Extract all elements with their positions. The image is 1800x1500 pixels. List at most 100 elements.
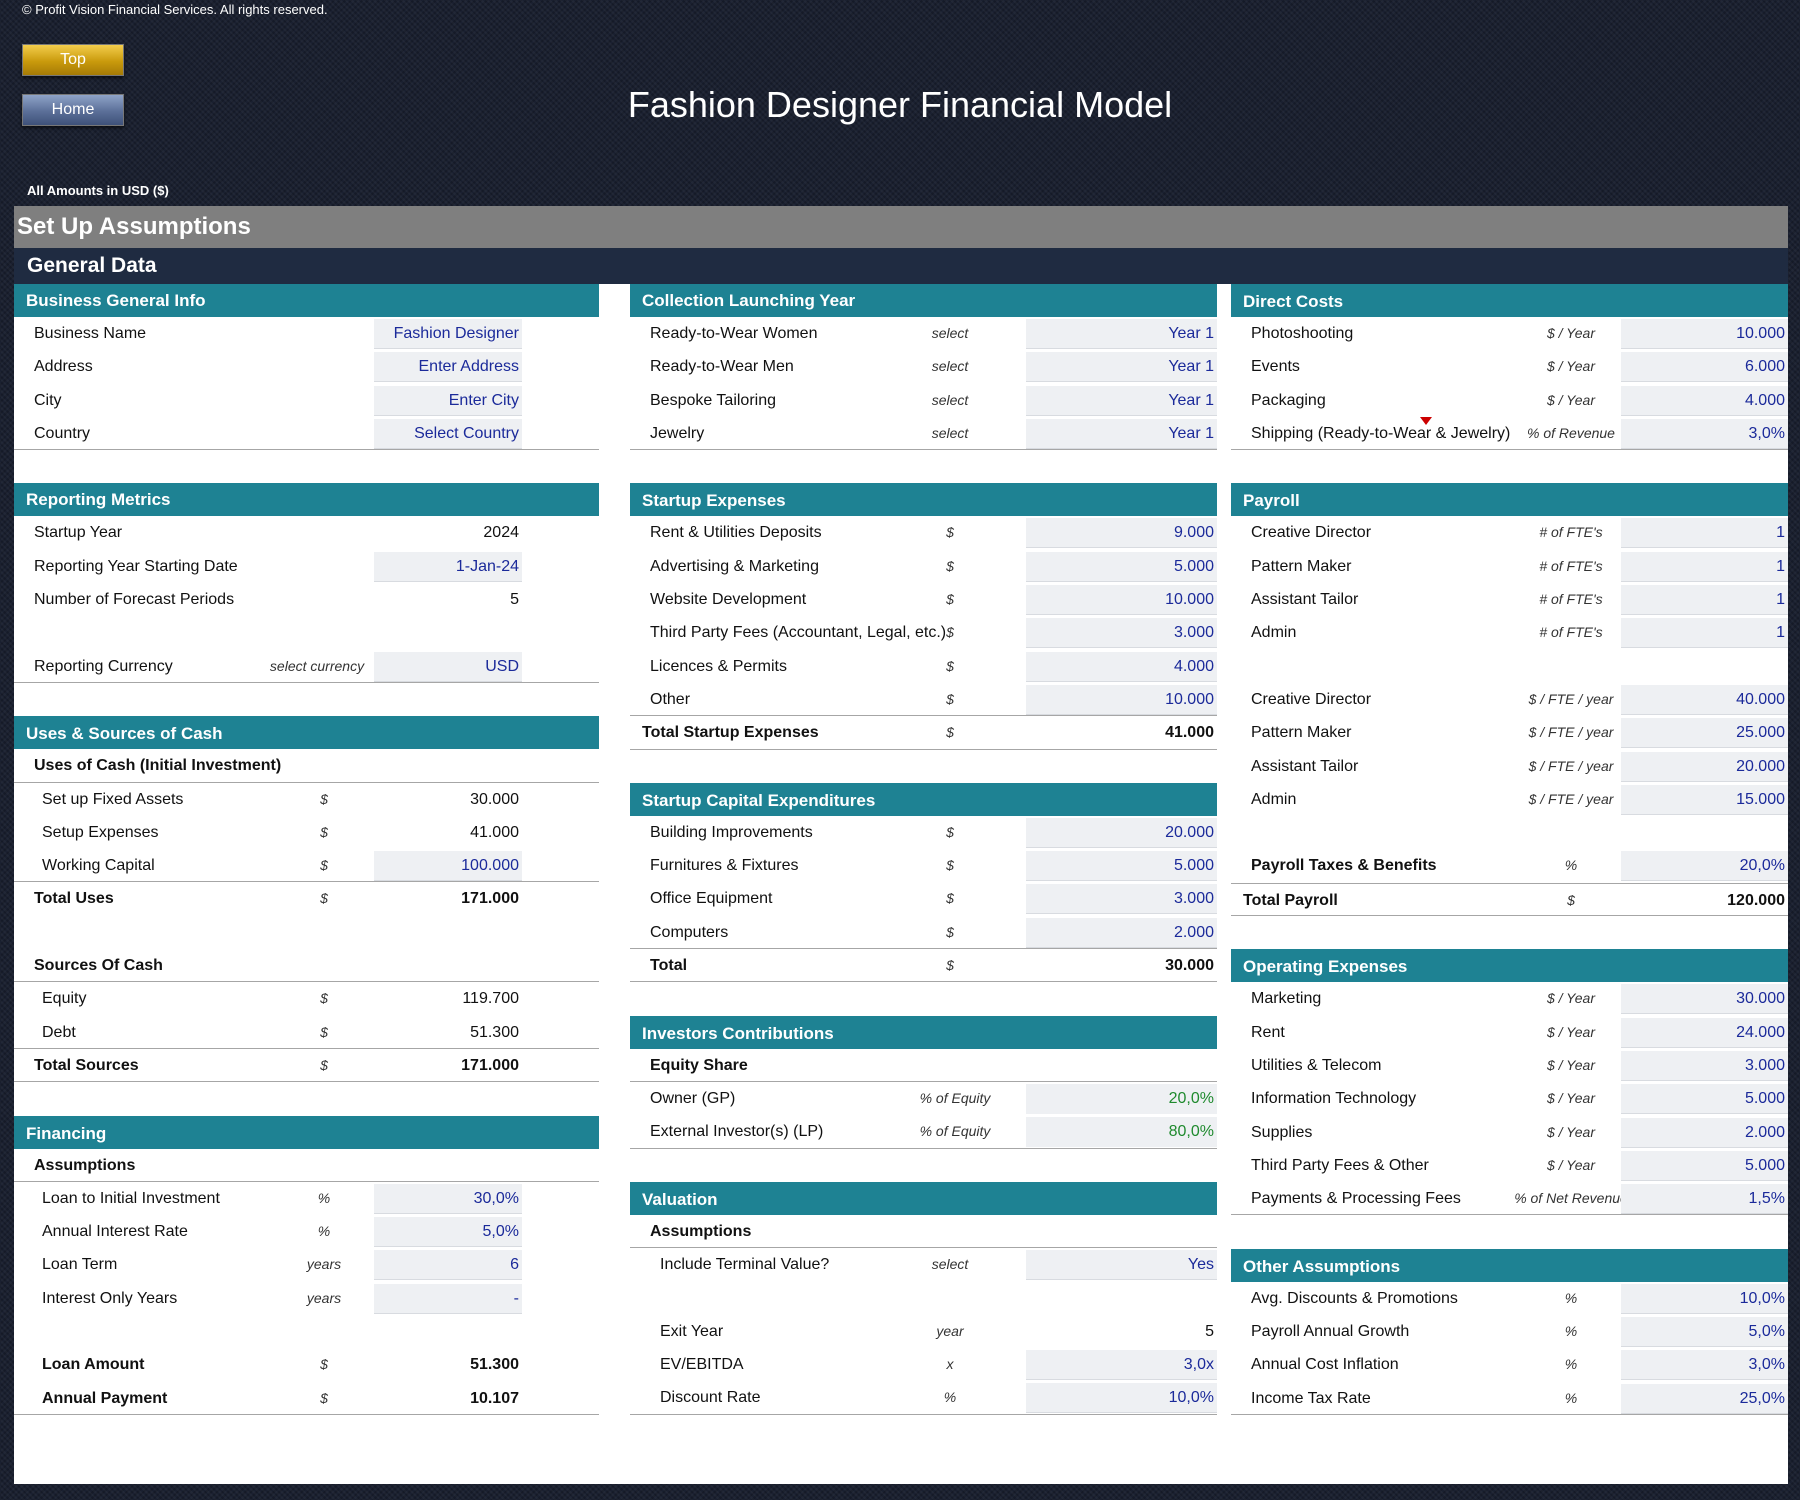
row-unit: select — [931, 424, 969, 441]
value-cell[interactable]: 10.000 — [1621, 319, 1788, 349]
row-label: Reporting Year Starting Date — [34, 557, 238, 575]
value-cell[interactable]: Yes — [1026, 1250, 1217, 1281]
value-cell[interactable]: 20,0% — [1026, 1083, 1217, 1114]
table-row: Owner (GP) % of Equity 20,0% — [630, 1082, 1217, 1115]
value-cell: 10.107 — [470, 1389, 519, 1407]
value-cell[interactable]: Year 1 — [1026, 385, 1217, 416]
table-row: Pattern Maker # of FTE's 1 — [1231, 550, 1788, 583]
row-unit: $ — [320, 1023, 328, 1040]
value-cell[interactable]: 20,0% — [1621, 851, 1788, 882]
table-row: Loan Amount $51.300 — [14, 1348, 599, 1381]
row-label: Creative Director — [1251, 690, 1372, 708]
value-cell[interactable]: 1,5% — [1621, 1184, 1788, 1215]
value-cell[interactable]: 30.000 — [1621, 984, 1788, 1015]
value-cell[interactable]: 10.000 — [1026, 585, 1217, 616]
value-cell[interactable]: 9.000 — [1026, 518, 1217, 549]
value-cell[interactable]: 25,0% — [1621, 1383, 1788, 1414]
row-unit: # of FTE's — [1539, 557, 1603, 574]
value-cell[interactable]: 5.000 — [1621, 1084, 1788, 1115]
value-cell[interactable]: 25.000 — [1621, 718, 1788, 749]
row-unit: $ — [946, 724, 954, 741]
value-cell[interactable]: Enter City — [374, 385, 522, 416]
top-button[interactable]: Top — [22, 44, 124, 76]
row-label: Third Party Fees (Accountant, Legal, etc… — [650, 624, 947, 642]
value-cell[interactable]: 3.000 — [1026, 618, 1217, 649]
value-cell[interactable]: 4.000 — [1621, 385, 1788, 416]
equity-share-label: Equity Share — [630, 1049, 1217, 1082]
value-cell[interactable]: Year 1 — [1026, 319, 1217, 349]
investors-header: Investors Contributions — [630, 1015, 1217, 1049]
value-cell[interactable]: 10,0% — [1621, 1283, 1788, 1314]
value-cell[interactable]: 1 — [1621, 618, 1788, 649]
row-label: Utilities & Telecom — [1251, 1056, 1382, 1074]
value-cell[interactable]: 3,0x — [1026, 1350, 1217, 1381]
value-cell[interactable]: 3.000 — [1621, 1050, 1788, 1081]
subsection-label: Assumptions — [34, 1156, 136, 1174]
value-cell[interactable]: 24.000 — [1621, 1017, 1788, 1048]
table-row: Advertising & Marketing $5.000 — [630, 550, 1217, 583]
row-unit: select — [931, 391, 969, 408]
row-label: Website Development — [650, 591, 807, 609]
table-row: Loan to Initial Investment% 30,0% — [14, 1182, 599, 1215]
value-cell[interactable]: 20.000 — [1621, 751, 1788, 782]
value-cell[interactable]: 20.000 — [1026, 817, 1217, 848]
value-cell[interactable]: 40.000 — [1621, 684, 1788, 715]
value-cell[interactable]: Enter Address — [374, 352, 522, 383]
value-cell[interactable]: Year 1 — [1026, 352, 1217, 383]
value-cell[interactable]: 4.000 — [1026, 651, 1217, 682]
value-cell[interactable]: 1 — [1621, 551, 1788, 582]
value-cell[interactable]: 1 — [1621, 518, 1788, 549]
value-cell[interactable]: 3.000 — [1026, 884, 1217, 915]
row-unit: $ / Year — [1546, 1056, 1595, 1073]
value-cell[interactable]: 10,0% — [1026, 1383, 1217, 1414]
value-cell[interactable]: 3,0% — [1621, 418, 1788, 449]
row-label: Payroll Annual Growth — [1251, 1323, 1410, 1341]
row-label: Working Capital — [42, 857, 155, 875]
row-unit: $ — [946, 557, 954, 574]
row-unit: $ / Year — [1546, 1156, 1595, 1173]
row-unit: $ / FTE / year — [1528, 757, 1614, 774]
value-cell[interactable]: 2.000 — [1621, 1117, 1788, 1148]
row-unit: $ — [946, 823, 954, 840]
uses-of-cash-label: Uses of Cash (Initial Investment) — [14, 749, 599, 783]
value-cell[interactable]: Fashion Designer — [374, 319, 522, 349]
row-label: Admin — [1251, 624, 1297, 642]
value-cell[interactable]: 30,0% — [374, 1183, 522, 1214]
value-cell[interactable]: 5,0% — [374, 1217, 522, 1248]
value-cell[interactable]: Select Country — [374, 418, 522, 449]
value-cell[interactable]: - — [374, 1283, 522, 1314]
value-cell[interactable]: 5.000 — [1621, 1150, 1788, 1181]
value-cell[interactable]: 100.000 — [374, 851, 522, 882]
value-cell[interactable]: 10.000 — [1026, 684, 1217, 715]
row-label: Office Equipment — [650, 890, 773, 908]
value-cell[interactable]: 5,0% — [1621, 1317, 1788, 1348]
row-unit: % — [943, 1389, 957, 1406]
value-cell[interactable]: 6.000 — [1621, 352, 1788, 383]
value-cell[interactable]: 80,0% — [1026, 1117, 1217, 1148]
table-row: Rent $ / Year 24.000 — [1231, 1016, 1788, 1049]
direct-costs-header: Direct Costs — [1231, 284, 1788, 317]
value-cell: 30.000 — [470, 790, 519, 808]
value-cell[interactable]: 1-Jan-24 — [374, 551, 522, 582]
table-row: Supplies $ / Year 2.000 — [1231, 1116, 1788, 1149]
home-button[interactable]: Home — [22, 94, 124, 126]
row-unit: $ — [320, 1389, 328, 1406]
table-row: Other $10.000 — [630, 683, 1217, 717]
value-cell[interactable]: 2.000 — [1026, 917, 1217, 948]
table-row: Setup Expenses $41.000 — [14, 816, 599, 849]
value-cell[interactable]: 3,0% — [1621, 1350, 1788, 1381]
table-row: Admin # of FTE's 1 — [1231, 616, 1788, 649]
value-cell[interactable]: USD — [374, 651, 522, 682]
value-cell[interactable]: Year 1 — [1026, 418, 1217, 449]
row-label: Exit Year — [660, 1322, 724, 1340]
value-cell[interactable]: 6 — [374, 1250, 522, 1281]
value-cell[interactable]: 5.000 — [1026, 851, 1217, 882]
row-unit: $ / Year — [1546, 325, 1595, 341]
row-label: Payments & Processing Fees — [1251, 1190, 1461, 1208]
row-label: Ready-to-Wear Men — [650, 358, 794, 376]
value-cell[interactable]: 1 — [1621, 585, 1788, 616]
value-cell[interactable]: 15.000 — [1621, 784, 1788, 815]
row-label: Marketing — [1251, 990, 1322, 1008]
value-cell[interactable]: 5.000 — [1026, 551, 1217, 582]
table-row: Total Startup Expenses $41.000 — [630, 716, 1217, 750]
